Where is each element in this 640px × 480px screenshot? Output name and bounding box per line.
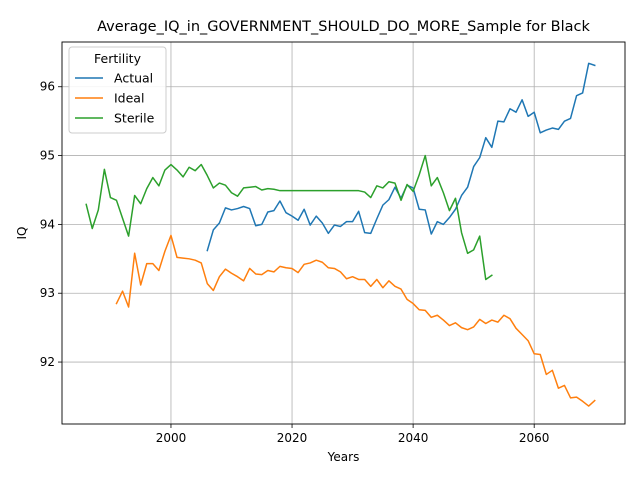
plot-frame	[61, 41, 626, 425]
legend: Fertility Actual Ideal Sterile	[68, 46, 167, 134]
series-line-sterile	[85, 154, 493, 281]
legend-label-ideal: Ideal	[114, 91, 144, 106]
x-tick-label: 2060	[519, 431, 550, 445]
axis-ticks: 2000 2020 2040 2060 92 93 94 95 96	[40, 80, 550, 445]
series-line-ideal	[115, 234, 596, 407]
series-lines	[85, 62, 596, 407]
chart-title: Average_IQ_in_GOVERNMENT_SHOULD_DO_MORE_…	[97, 19, 590, 35]
y-tick-label: 92	[40, 355, 55, 369]
legend-label-sterile: Sterile	[114, 111, 155, 126]
y-tick-label: 95	[40, 149, 55, 163]
x-axis-label: Years	[327, 450, 360, 464]
legend-label-actual: Actual	[114, 71, 153, 86]
x-tick-label: 2020	[277, 431, 308, 445]
y-tick-label: 94	[40, 217, 55, 231]
legend-title: Fertility	[94, 51, 142, 66]
y-tick-label: 96	[40, 80, 55, 94]
y-axis-label: IQ	[15, 227, 29, 240]
x-tick-label: 2000	[156, 431, 187, 445]
y-tick-label: 93	[40, 286, 55, 300]
legend-box	[68, 46, 167, 134]
x-tick-label: 2040	[398, 431, 429, 445]
legend-entries: Actual Ideal Sterile	[75, 71, 155, 126]
